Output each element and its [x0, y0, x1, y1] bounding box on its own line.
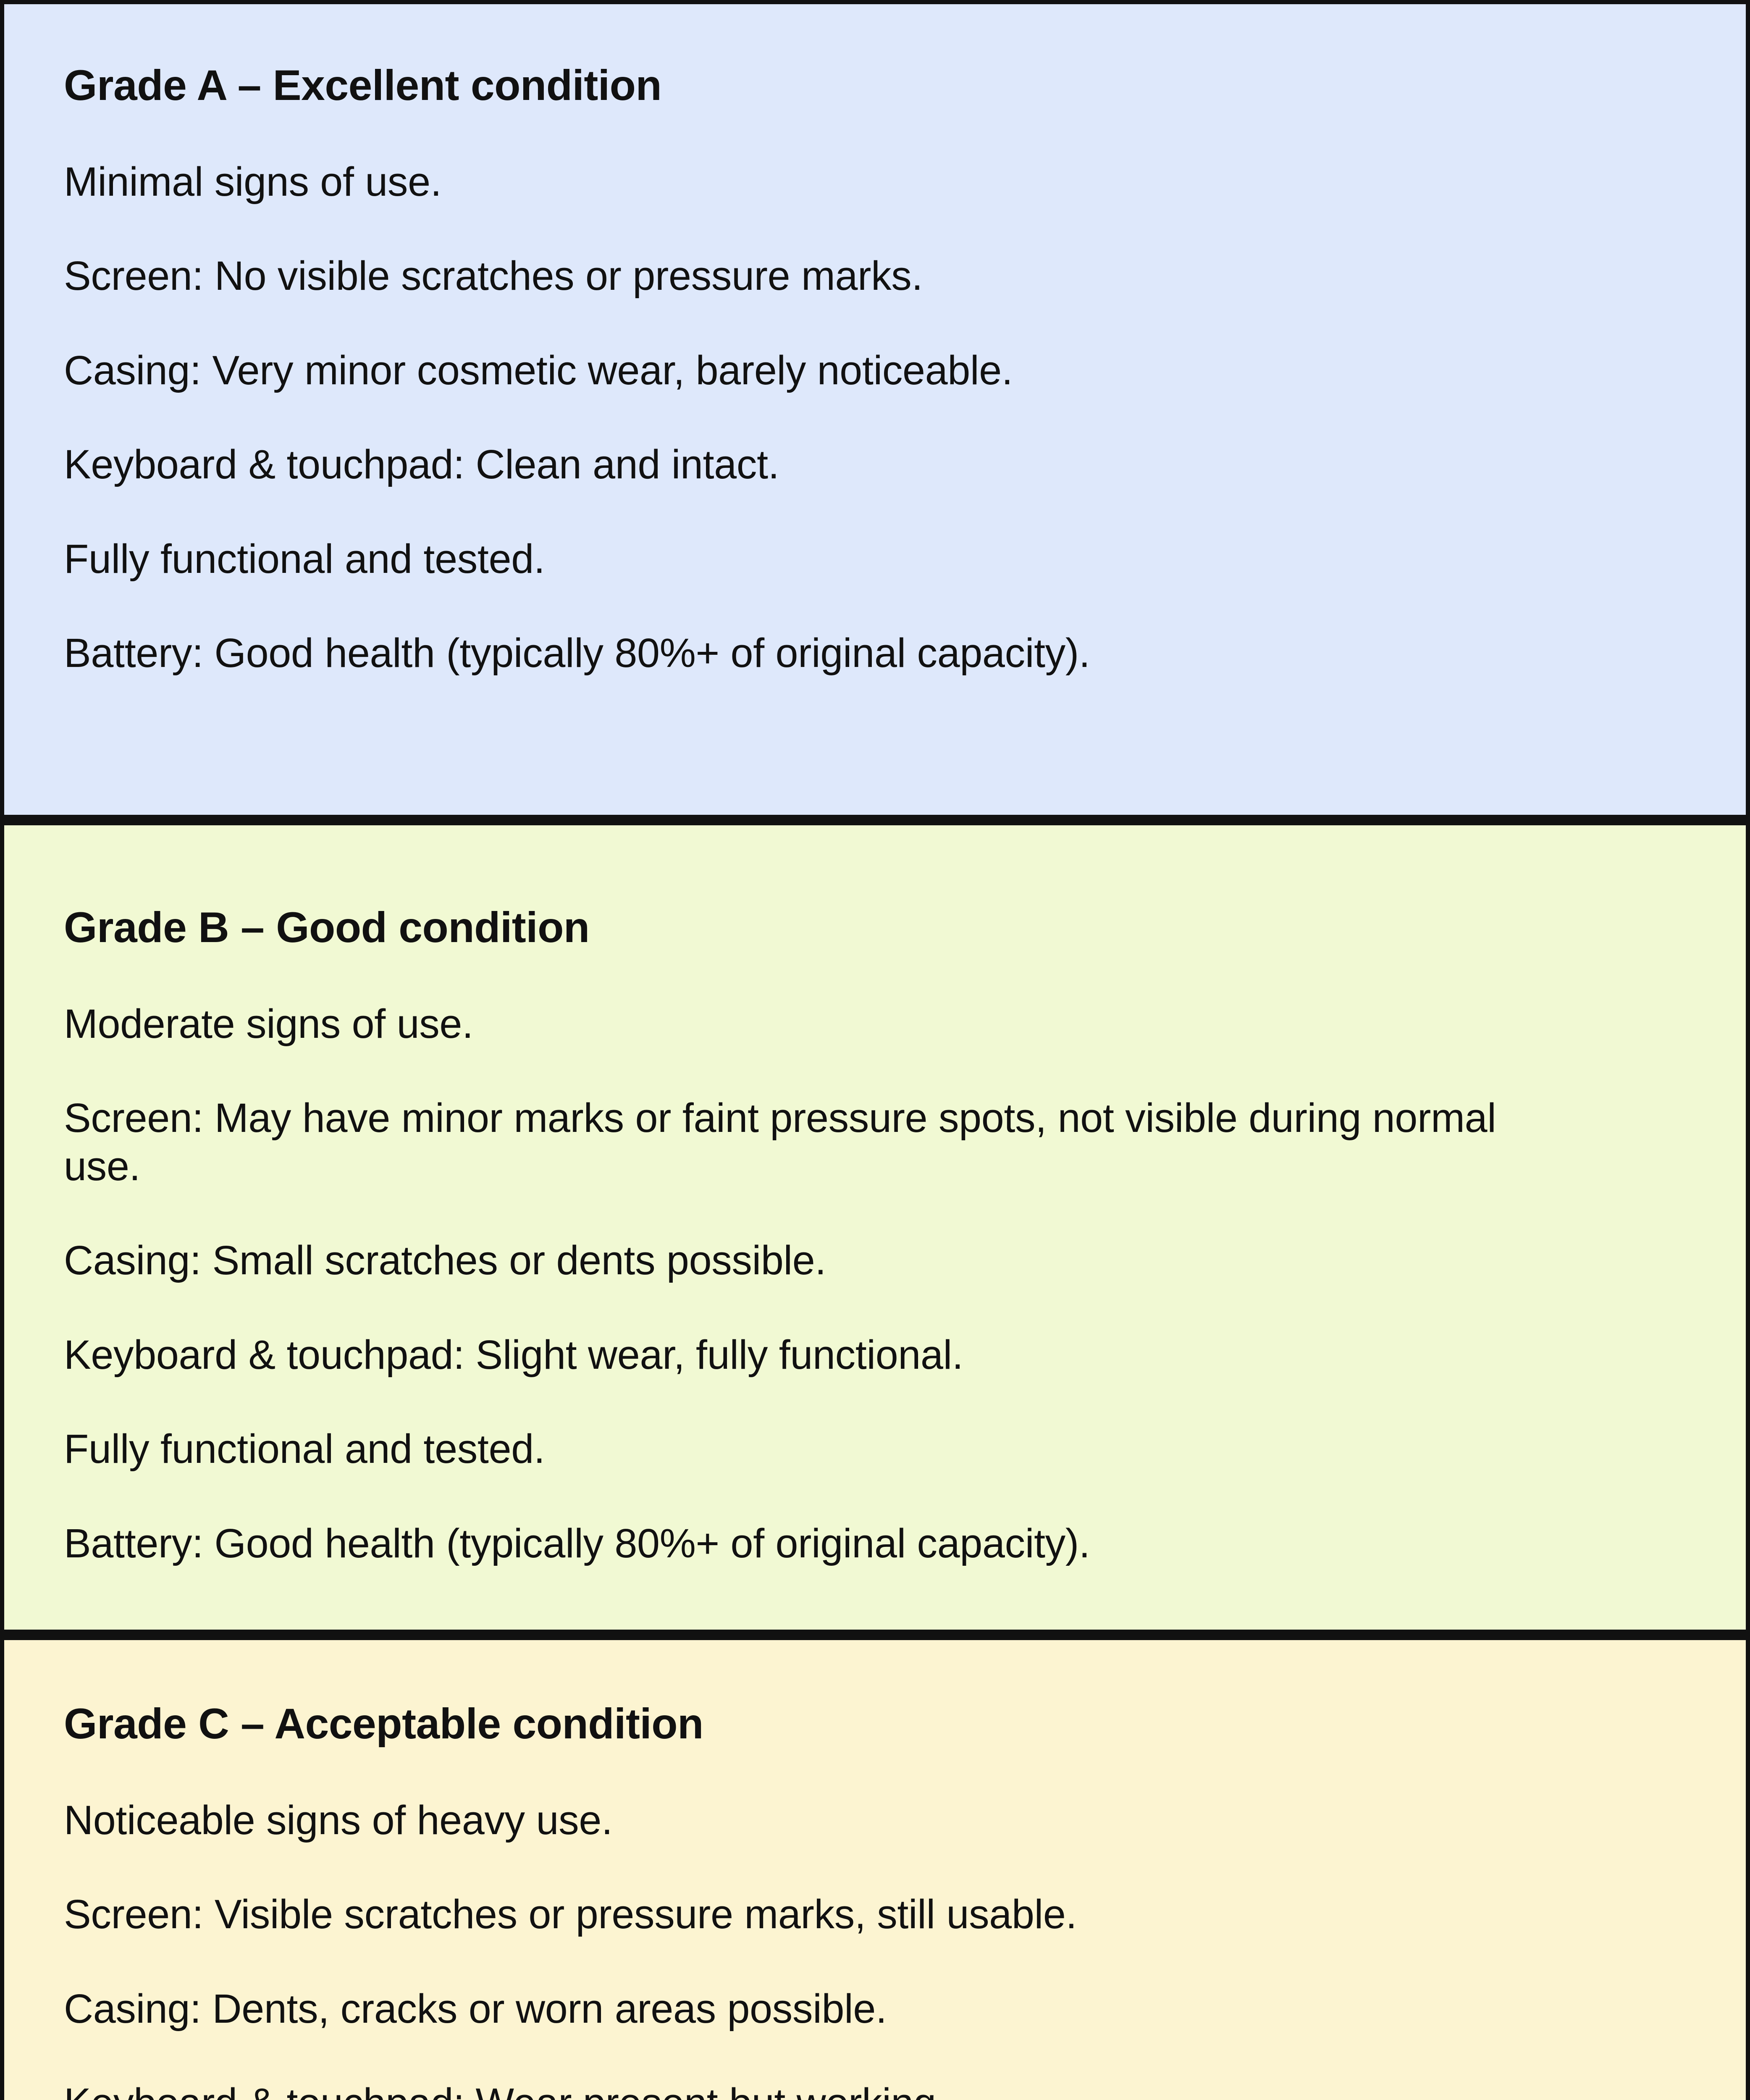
- grade-a-line-casing: Casing: Very minor cosmetic wear, barely…: [64, 347, 1013, 393]
- grade-b-line-functional: Fully functional and tested.: [64, 1426, 545, 1472]
- grade-a-line-keyboard: Keyboard & touchpad: Clean and intact.: [64, 441, 779, 488]
- grade-c-heading: Grade C – Acceptable condition: [64, 1700, 703, 1748]
- grade-b-line-casing: Casing: Small scratches or dents possibl…: [64, 1237, 826, 1284]
- grade-b-line-battery: Battery: Good health (typically 80%+ of …: [64, 1520, 1090, 1566]
- grade-a-heading: Grade A – Excellent condition: [64, 61, 662, 109]
- grade-a-section: Grade A – Excellent condition Minimal si…: [4, 4, 1746, 815]
- grade-c-line-screen: Screen: Visible scratches or pressure ma…: [64, 1891, 1077, 1937]
- grade-c-section: Grade C – Acceptable condition Noticeabl…: [4, 1630, 1746, 2100]
- grade-b-line-keyboard: Keyboard & touchpad: Slight wear, fully …: [64, 1331, 963, 1378]
- grade-c-line-overall: Noticeable signs of heavy use.: [64, 1797, 613, 1843]
- grade-b-line-overall: Moderate signs of use.: [64, 1001, 473, 1047]
- grade-b-line-screen: Screen: May have minor marks or faint pr…: [64, 1095, 1496, 1189]
- grade-a-line-battery: Battery: Good health (typically 80%+ of …: [64, 630, 1090, 676]
- grade-c-line-keyboard: Keyboard & touchpad: Wear present but wo…: [64, 2079, 1683, 2100]
- grade-a-line-overall: Minimal signs of use.: [64, 159, 442, 205]
- grade-a-line-screen: Screen: No visible scratches or pressure…: [64, 253, 923, 299]
- grade-b-heading: Grade B – Good condition: [64, 903, 590, 951]
- grade-b-section: Grade B – Good condition Moderate signs …: [4, 815, 1746, 1630]
- grade-c-line-casing: Casing: Dents, cracks or worn areas poss…: [64, 1985, 887, 2032]
- grade-a-line-functional: Fully functional and tested.: [64, 536, 545, 582]
